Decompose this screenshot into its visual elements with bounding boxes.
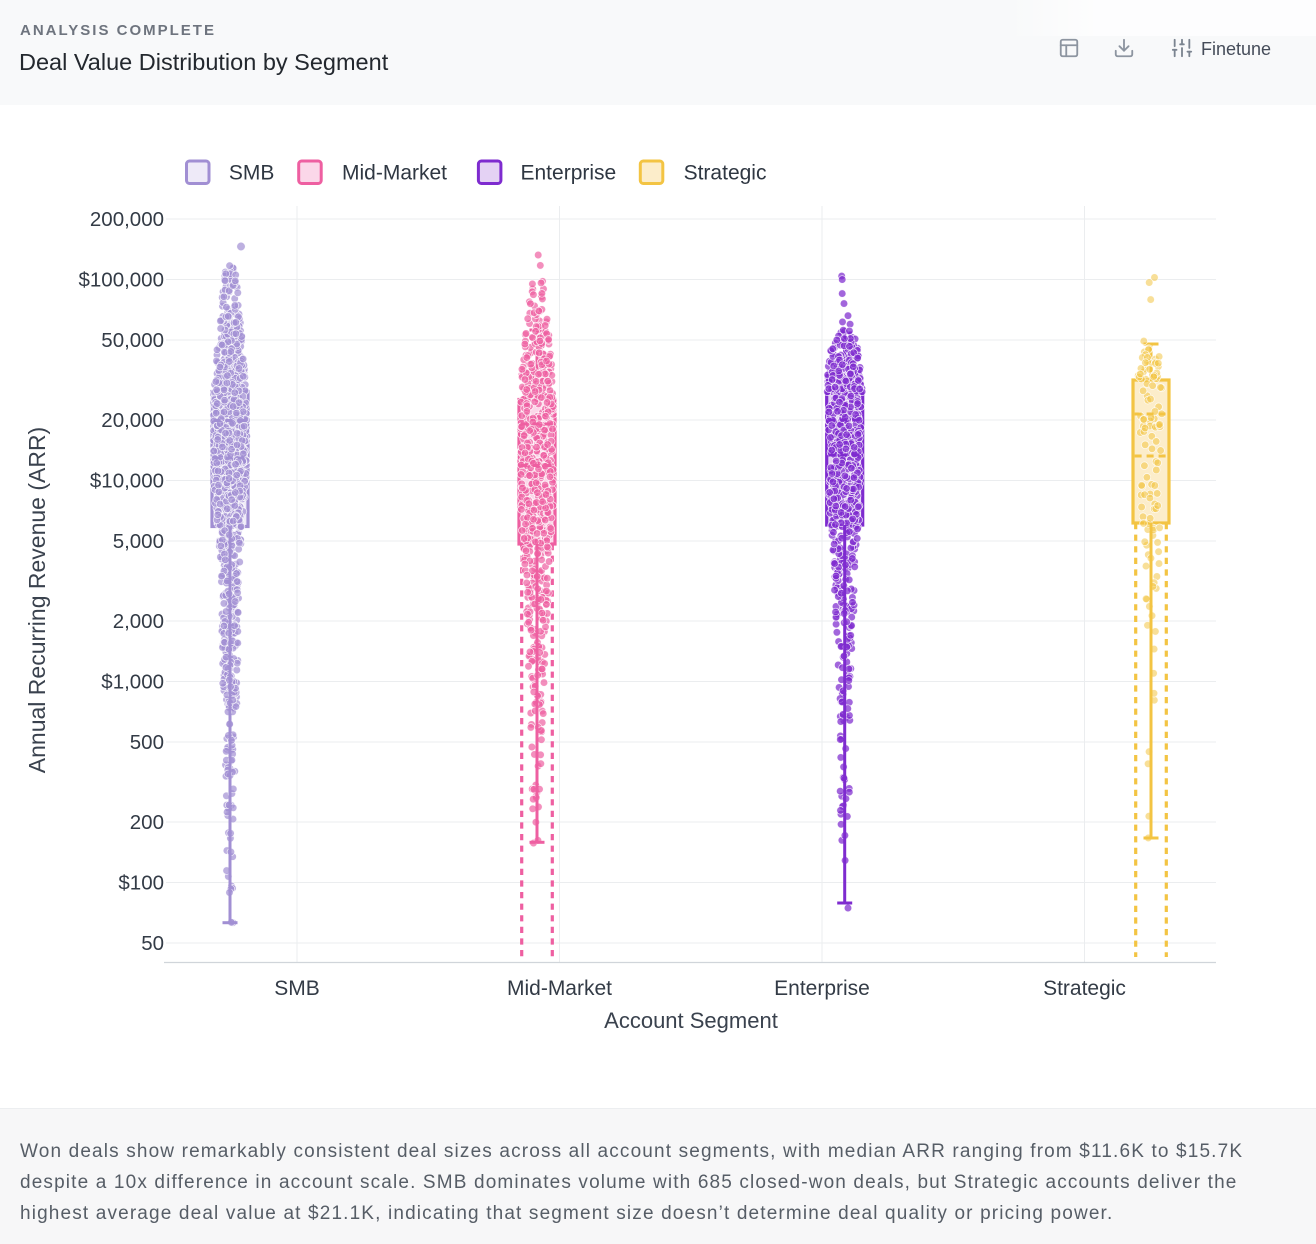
svg-text:200,000: 200,000	[90, 208, 164, 231]
svg-text:Enterprise: Enterprise	[521, 162, 617, 185]
svg-text:2,000: 2,000	[113, 610, 164, 633]
svg-text:SMB: SMB	[274, 977, 320, 1000]
svg-text:Mid-Market: Mid-Market	[342, 162, 447, 185]
svg-text:$100,000: $100,000	[78, 269, 164, 292]
svg-text:50,000: 50,000	[101, 329, 164, 352]
svg-text:Account Segment: Account Segment	[604, 1008, 778, 1033]
svg-text:Annual Recurring Revenue (ARR): Annual Recurring Revenue (ARR)	[24, 427, 50, 773]
svg-text:$100: $100	[118, 872, 164, 895]
svg-text:20,000: 20,000	[101, 409, 164, 432]
svg-text:50: 50	[141, 932, 164, 955]
svg-text:Strategic: Strategic	[684, 162, 767, 185]
svg-text:Enterprise: Enterprise	[774, 977, 870, 1000]
svg-text:SMB: SMB	[229, 162, 275, 185]
svg-text:200: 200	[130, 811, 164, 834]
svg-text:Mid-Market: Mid-Market	[507, 977, 612, 1000]
svg-text:500: 500	[130, 731, 164, 754]
svg-text:5,000: 5,000	[113, 530, 164, 553]
svg-text:$1,000: $1,000	[101, 671, 164, 694]
svg-text:$10,000: $10,000	[90, 470, 164, 493]
svg-text:Strategic: Strategic	[1043, 977, 1126, 1000]
